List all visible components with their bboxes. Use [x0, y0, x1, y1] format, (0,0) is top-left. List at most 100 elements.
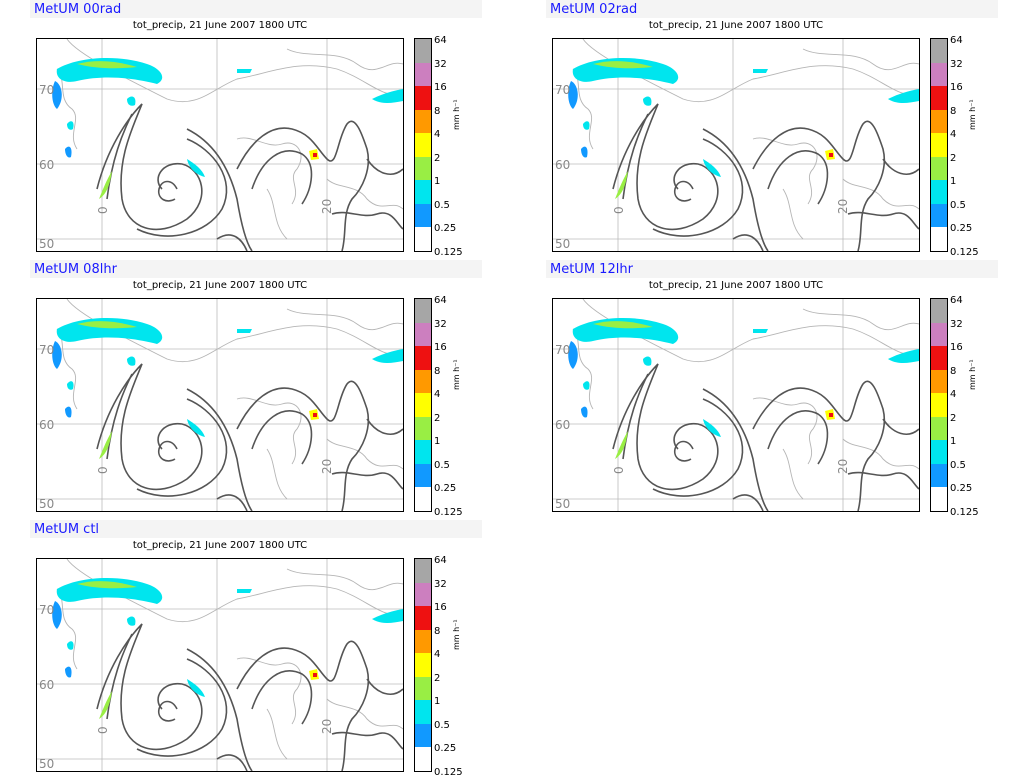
units-label: mm h⁻¹ [968, 99, 977, 130]
colorbar-tick-label: 4 [950, 129, 957, 141]
colorbar-segment [931, 203, 947, 228]
colorbar-tick-label: 1 [434, 436, 441, 448]
colorbar-segment [415, 440, 431, 464]
panel-header: MetUM ctl [30, 520, 482, 538]
colorbar-segment [415, 606, 431, 630]
colorbar-tick-label: 0.25 [434, 223, 457, 235]
colorbar-segment [415, 227, 431, 251]
colorbar-tick-label: 4 [434, 649, 441, 661]
colorbar-tick-label: 2 [434, 672, 441, 684]
lon-label-0: 0 [96, 466, 110, 474]
colorbar-tick-label: 0.25 [434, 743, 457, 755]
lat-label-50: 50 [39, 497, 54, 511]
colorbar-tick-label: 0.125 [434, 767, 463, 778]
lon-label-20: 20 [836, 459, 850, 474]
colorbar-segment [931, 393, 947, 417]
precip-map: 70 60 50 20 0 [552, 38, 920, 252]
theta-contours [96, 363, 403, 511]
colorbar-segment [415, 109, 431, 134]
colorbar-tick-label: 1 [434, 696, 441, 708]
colorbar-tick-label: 0.125 [950, 247, 979, 258]
lon-label-0: 0 [96, 726, 110, 734]
colorbar-tick-label: 0.5 [434, 459, 450, 471]
lon-label-20: 20 [320, 719, 334, 734]
lat-label-50: 50 [39, 757, 54, 771]
colorbar-segment [415, 299, 431, 323]
plot-title: tot_precip, 21 June 2007 1800 UTC [132, 540, 308, 551]
colorbar-tick-label: 4 [950, 389, 957, 401]
lat-label-50: 50 [39, 237, 54, 251]
lon-label-0: 0 [96, 206, 110, 214]
colorbar-segment [931, 39, 947, 63]
panel-header: MetUM 02rad [546, 0, 998, 18]
colorbar-segment [931, 346, 947, 370]
lat-label-70: 70 [39, 83, 54, 97]
lon-label-20: 20 [320, 199, 334, 214]
colorbar-tick-label: 32 [950, 58, 963, 70]
units-label: mm h⁻¹ [968, 359, 977, 390]
colorbar-segment [931, 440, 947, 464]
precip-patches [568, 317, 919, 459]
precip-patches [52, 317, 403, 459]
panel-title: MetUM 12lhr [550, 262, 633, 277]
map-canvas: 70 60 50 20 0 [37, 559, 403, 771]
colorbar-tick-label: 64 [434, 35, 447, 46]
colorbar-segment [415, 39, 431, 63]
map-panel-2: MetUM 08lhr tot_precip, 21 June 2007 180… [30, 260, 512, 518]
colorbar-segment [415, 653, 431, 677]
colorbar-segment [415, 463, 431, 488]
colorbar-tick-label: 1 [950, 176, 957, 188]
lat-label-70: 70 [39, 603, 54, 617]
colorbar-segment [931, 156, 947, 181]
colorbar-segment [415, 559, 431, 583]
colorbar-tick-label: 64 [434, 555, 447, 566]
lat-label-50: 50 [555, 237, 570, 251]
colorbar-tick-label: 32 [434, 58, 447, 70]
colorbar-segment [415, 62, 431, 87]
precip-patches [52, 57, 403, 199]
colorbar-segment [415, 322, 431, 347]
colorbar-segment [415, 582, 431, 607]
colorbar-tick-label: 8 [434, 625, 441, 637]
colorbar-tick-label: 8 [434, 105, 441, 117]
lat-label-60: 60 [555, 418, 570, 432]
map-canvas: 70 60 50 20 0 [37, 299, 403, 511]
precip-map: 70 60 50 20 0 [36, 38, 404, 252]
map-canvas: 70 60 50 20 0 [553, 299, 919, 511]
grid-labels: 70 60 50 20 0 [555, 343, 850, 511]
map-panel-0: MetUM 00rad tot_precip, 21 June 2007 180… [30, 0, 512, 258]
colorbar-tick-label: 8 [950, 105, 957, 117]
grid-labels: 70 60 50 20 0 [555, 83, 850, 251]
plot-title: tot_precip, 21 June 2007 1800 UTC [132, 280, 308, 291]
colorbar-tick-label: 0.5 [434, 199, 450, 211]
colorbar-tick-label: 16 [950, 82, 963, 94]
lat-label-60: 60 [39, 418, 54, 432]
colorbar-tick-label: 0.5 [950, 199, 966, 211]
colorbar-tick-label: 32 [950, 318, 963, 330]
units-label: mm h⁻¹ [452, 619, 461, 650]
lat-label-70: 70 [39, 343, 54, 357]
theta-contours [96, 623, 403, 771]
colorbar-segment [415, 369, 431, 394]
colorbar-segment [931, 299, 947, 323]
colorbar-segment [415, 723, 431, 748]
theta-contours [96, 103, 403, 251]
colorbar-tick-label: 32 [434, 318, 447, 330]
map-canvas: 70 60 50 20 0 [37, 39, 403, 251]
lon-label-20: 20 [320, 459, 334, 474]
colorbar-segment [931, 463, 947, 488]
lat-label-60: 60 [39, 678, 54, 692]
grid-labels: 70 60 50 20 0 [39, 83, 334, 251]
colorbar-tick-label: 64 [950, 35, 963, 46]
colorbar-segment [415, 416, 431, 441]
colorbar-tick-label: 0.125 [950, 507, 979, 518]
colorbar-tick-label: 2 [434, 412, 441, 424]
colorbar-segment [931, 62, 947, 87]
grid-labels: 70 60 50 20 0 [39, 603, 334, 771]
colorbar-segment [931, 86, 947, 110]
colorbar-tick-label: 8 [434, 365, 441, 377]
colorbar-tick-label: 0.5 [434, 719, 450, 731]
precip-map: 70 60 50 20 0 [36, 558, 404, 772]
plot-title: tot_precip, 21 June 2007 1800 UTC [648, 280, 824, 291]
colorbar-segment [415, 133, 431, 157]
